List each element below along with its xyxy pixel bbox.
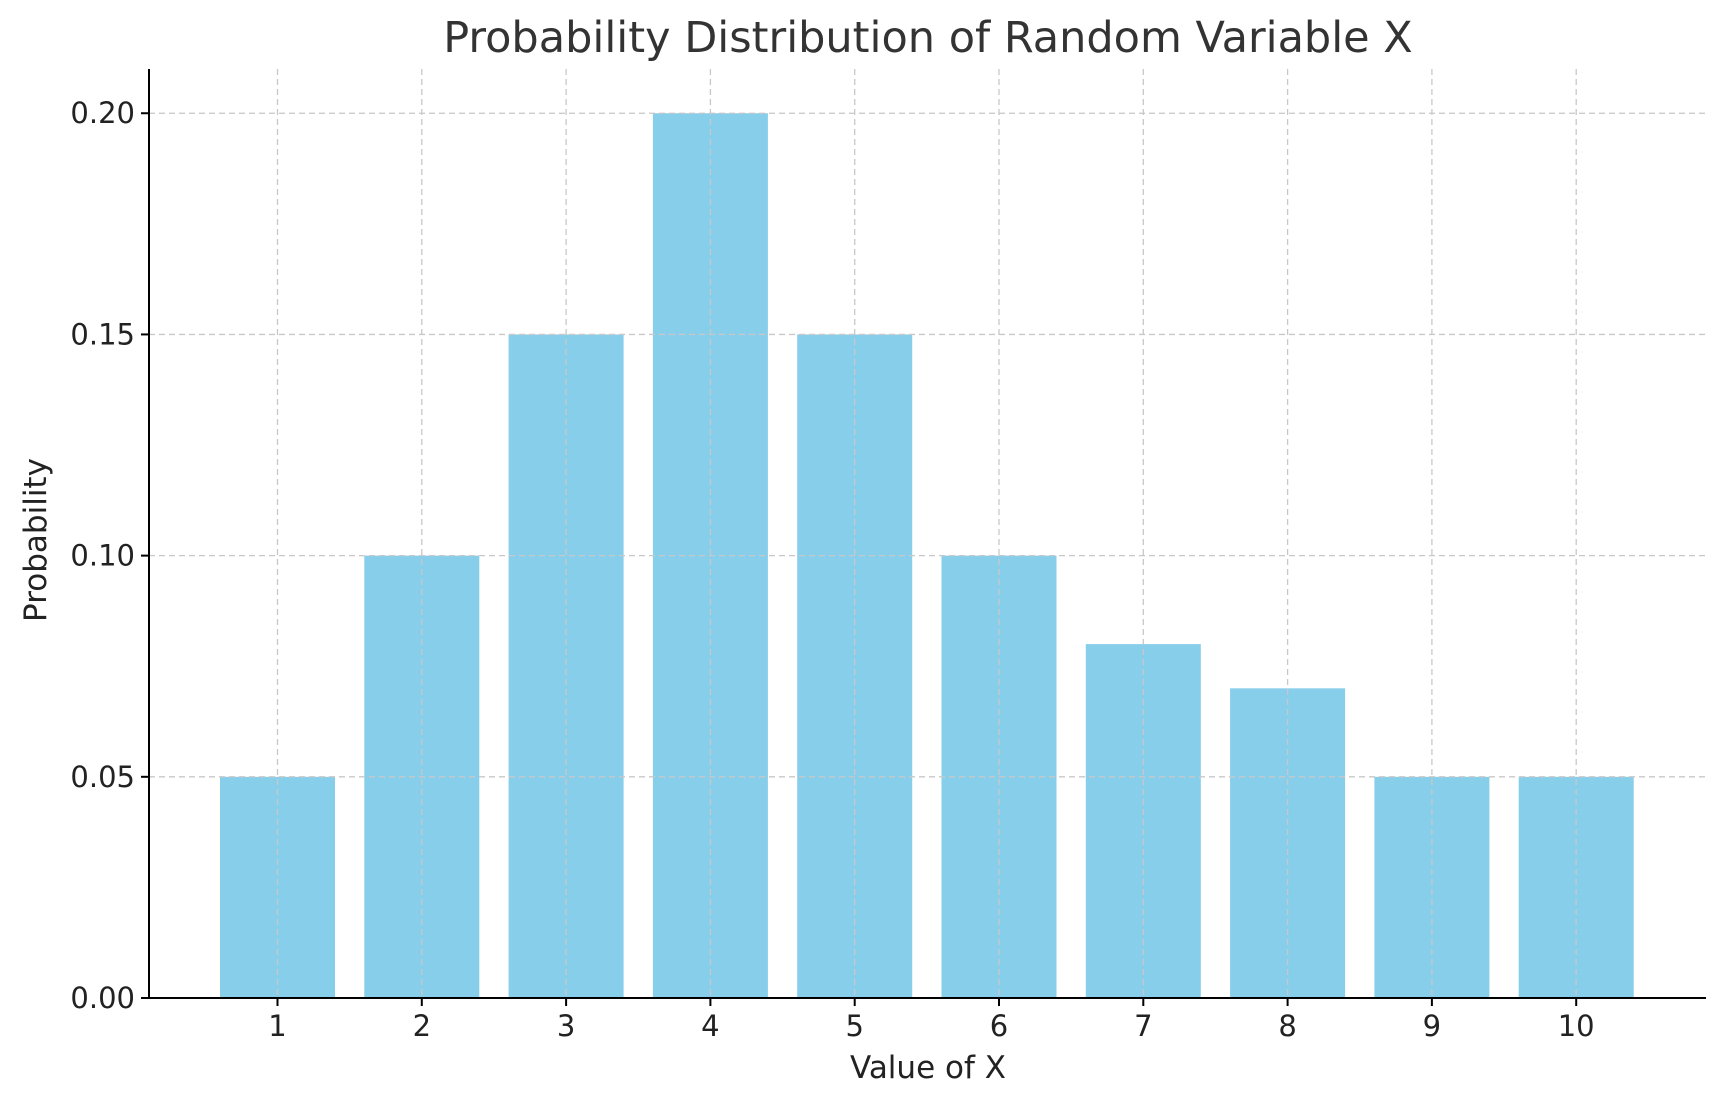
x-tick-label: 5 xyxy=(845,1009,863,1043)
x-tick-label: 9 xyxy=(1423,1009,1441,1043)
chart-title: Probability Distribution of Random Varia… xyxy=(443,13,1413,63)
x-tick-label: 7 xyxy=(1134,1009,1152,1043)
bar-3 xyxy=(508,334,624,998)
x-axis-label: Value of X xyxy=(850,1050,1006,1086)
y-tick-label: 0.00 xyxy=(70,981,135,1015)
x-tick-label: 1 xyxy=(268,1009,286,1043)
y-axis-label: Probability xyxy=(18,458,54,622)
x-ticks: 1 2 3 4 5 6 7 8 9 10 xyxy=(268,998,1595,1043)
y-tick-label: 0.10 xyxy=(70,539,135,573)
y-ticks: 0.00 0.05 0.10 0.15 0.20 xyxy=(70,96,149,1015)
y-tick-label: 0.05 xyxy=(70,760,135,794)
y-tick-label: 0.15 xyxy=(70,317,135,351)
x-tick-label: 4 xyxy=(701,1009,719,1043)
x-tick-label: 8 xyxy=(1278,1009,1296,1043)
x-gridlines xyxy=(276,69,1577,998)
x-tick-label: 6 xyxy=(990,1009,1008,1043)
x-tick-label: 10 xyxy=(1558,1009,1595,1043)
x-tick-label: 2 xyxy=(413,1009,431,1043)
y-tick-label: 0.20 xyxy=(70,96,135,130)
x-tick-label: 3 xyxy=(557,1009,575,1043)
bar-5 xyxy=(797,334,913,998)
